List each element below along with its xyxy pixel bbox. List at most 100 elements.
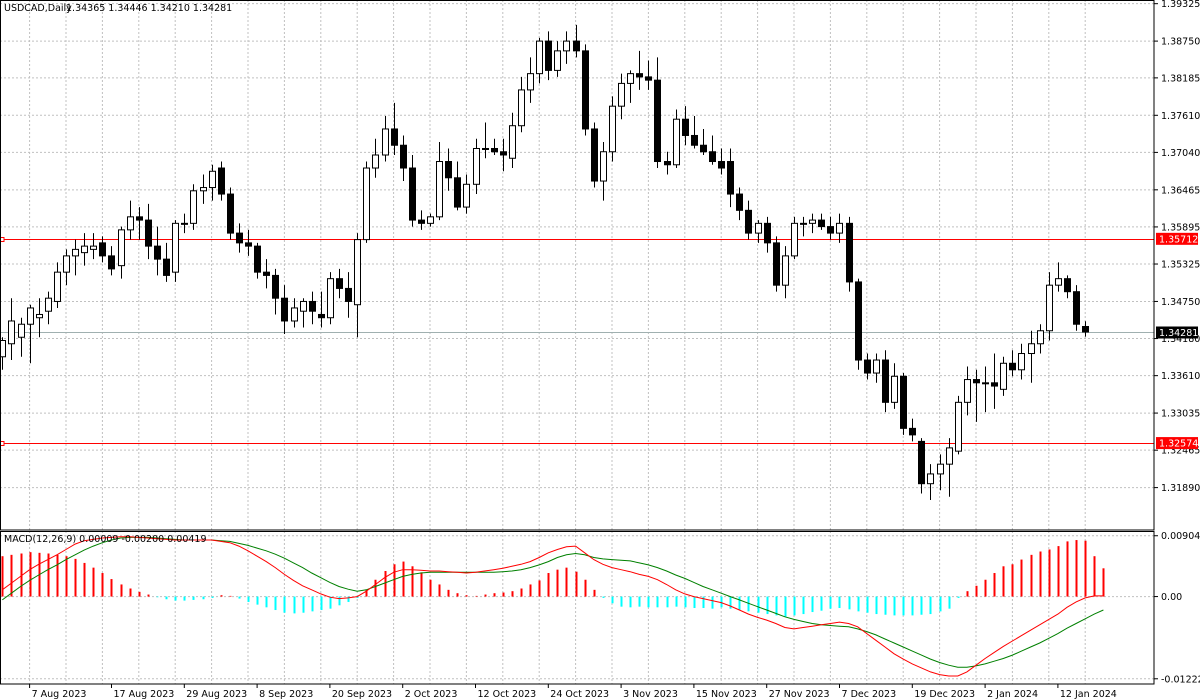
price-tick-label: 1.33035 bbox=[1161, 409, 1200, 420]
candle-bear bbox=[1064, 278, 1071, 293]
line-anchor-handle bbox=[0, 237, 5, 242]
time-tick-label: 17 Aug 2023 bbox=[114, 689, 175, 699]
candle-bear bbox=[700, 144, 707, 153]
time-tick-label: 8 Sep 2023 bbox=[259, 689, 313, 699]
time-axis: 7 Aug 2023 17 Aug 2023 29 Aug 2023 8 Sep 20… bbox=[29, 684, 1117, 699]
candle-bear bbox=[272, 274, 279, 299]
candle-bull bbox=[809, 219, 816, 224]
candle-bull bbox=[436, 161, 443, 218]
candle-bull bbox=[54, 271, 61, 302]
candle-bull bbox=[782, 255, 789, 286]
macd-tick-label: -0.01222 bbox=[1161, 674, 1200, 685]
time-tick-label: 12 Oct 2023 bbox=[478, 689, 537, 699]
candle-bear bbox=[664, 161, 671, 166]
macd-main-line bbox=[2, 536, 1104, 677]
current-price-tag bbox=[1156, 326, 1198, 339]
candle-bear bbox=[909, 427, 916, 436]
candle-bull bbox=[427, 216, 434, 224]
candle-bull bbox=[600, 151, 607, 182]
candle-bull bbox=[618, 82, 625, 107]
candle-bear bbox=[864, 359, 871, 374]
candle-bull bbox=[554, 50, 561, 71]
candle-bear bbox=[218, 167, 225, 195]
macd-tick-label: 0.00 bbox=[1161, 592, 1182, 603]
grid-lines bbox=[0, 0, 1154, 684]
price-tick-label: 1.37610 bbox=[1161, 111, 1200, 122]
candle-bear bbox=[345, 287, 352, 302]
candle-bull bbox=[509, 125, 516, 159]
macd-panel-border bbox=[0, 531, 1155, 685]
candle-bear bbox=[827, 226, 834, 234]
price-tick-label: 1.37040 bbox=[1161, 148, 1200, 159]
candle-bear bbox=[918, 440, 925, 485]
candle-bull bbox=[1000, 362, 1007, 390]
candle-bull bbox=[181, 222, 188, 225]
price-tick-label: 1.39325 bbox=[1161, 0, 1200, 10]
candle-bull bbox=[90, 245, 97, 250]
candle-bear bbox=[454, 177, 461, 208]
candle-bear bbox=[409, 167, 416, 221]
candle-bear bbox=[745, 209, 752, 234]
price-tick-label: 1.34180 bbox=[1161, 334, 1200, 345]
candle-bear bbox=[281, 297, 288, 322]
candle-bull bbox=[72, 248, 79, 257]
candle-bull bbox=[964, 379, 971, 403]
candle-bull bbox=[45, 297, 52, 312]
candle-bull bbox=[209, 170, 216, 189]
candle-bull bbox=[27, 307, 34, 325]
candle-bear bbox=[254, 245, 261, 273]
time-tick-label: 2 Jan 2024 bbox=[987, 689, 1038, 699]
candle-bear bbox=[491, 147, 498, 153]
candle-bull bbox=[482, 147, 489, 150]
candle-bear bbox=[245, 242, 252, 247]
candle-bear bbox=[163, 258, 170, 276]
candle-bull bbox=[190, 190, 197, 224]
candles bbox=[0, 24, 1089, 500]
price-axis: 1.39325 1.38750 1.38185 1.37610 1.37040 1.364… bbox=[1154, 0, 1200, 685]
candle-bull bbox=[18, 323, 25, 338]
candle-bear bbox=[591, 128, 598, 182]
price-tick-label: 1.31890 bbox=[1161, 483, 1200, 494]
price-tick-label: 1.34750 bbox=[1161, 297, 1200, 308]
candle-bull bbox=[363, 167, 370, 241]
candle-bear bbox=[991, 382, 998, 387]
candle-bull bbox=[1046, 284, 1053, 332]
macd-signal-line bbox=[2, 536, 1104, 668]
candle-bull bbox=[873, 359, 880, 374]
candle-bear bbox=[727, 161, 734, 195]
candle-bull bbox=[946, 447, 953, 465]
candle-bull bbox=[536, 40, 543, 75]
price-tick-label: 1.38185 bbox=[1161, 73, 1200, 84]
candle-bull bbox=[1018, 353, 1025, 371]
line-anchor-handle bbox=[0, 441, 5, 446]
candle-bull bbox=[609, 105, 616, 153]
candle-bear bbox=[336, 278, 343, 289]
candle-bull bbox=[36, 313, 43, 319]
time-tick-label: 15 Nov 2023 bbox=[696, 689, 757, 699]
candle-bear bbox=[573, 40, 580, 52]
line-price-tag-label: 1.32574 bbox=[1159, 439, 1198, 450]
time-tick-label: 27 Nov 2023 bbox=[769, 689, 830, 699]
candle-bear bbox=[418, 219, 425, 224]
candle-bear bbox=[900, 375, 907, 429]
candle-bull bbox=[673, 118, 680, 166]
ohlc-label: 1.34365 1.34446 1.34210 1.34281 bbox=[66, 3, 232, 14]
price-tick-label: 1.33610 bbox=[1161, 371, 1200, 382]
candle-bull bbox=[527, 73, 534, 91]
candle-bull bbox=[300, 300, 307, 312]
candle-bull bbox=[291, 307, 298, 322]
candle-bear bbox=[882, 359, 889, 403]
candle-bear bbox=[764, 222, 771, 244]
candle-bull bbox=[372, 154, 379, 169]
candle-bear bbox=[318, 313, 325, 319]
time-tick-label: 3 Nov 2023 bbox=[623, 689, 678, 699]
macd-tick-label: 0.00904 bbox=[1161, 531, 1200, 542]
time-tick-label: 24 Oct 2023 bbox=[550, 689, 609, 699]
candle-bear bbox=[582, 50, 589, 130]
candle-bull bbox=[755, 222, 762, 234]
chart-frame bbox=[0, 0, 1155, 685]
price-tick-label: 1.36465 bbox=[1161, 185, 1200, 196]
candle-bull bbox=[955, 401, 962, 452]
candle-bear bbox=[400, 144, 407, 169]
